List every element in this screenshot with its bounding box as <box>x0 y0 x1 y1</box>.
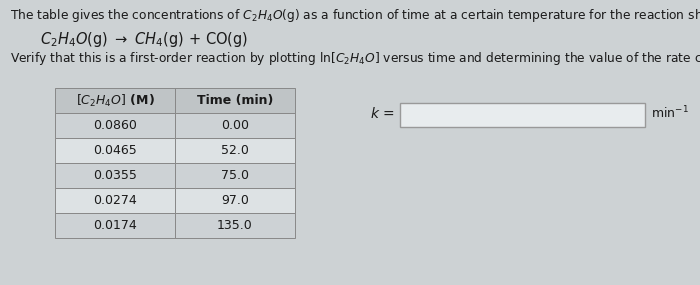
Text: 0.00: 0.00 <box>221 119 249 132</box>
Bar <box>175 213 295 238</box>
Text: 0.0860: 0.0860 <box>93 119 137 132</box>
Text: 97.0: 97.0 <box>221 194 249 207</box>
Text: The table gives the concentrations of $C_2H_4O$(g) as a function of time at a ce: The table gives the concentrations of $C… <box>10 7 700 24</box>
Text: Time (min): Time (min) <box>197 94 273 107</box>
Bar <box>175 138 295 163</box>
Bar <box>55 88 175 113</box>
Bar <box>55 113 175 138</box>
Text: 0.0355: 0.0355 <box>93 169 137 182</box>
Bar <box>175 163 295 188</box>
Text: 0.0174: 0.0174 <box>93 219 137 232</box>
Bar <box>55 138 175 163</box>
Text: 0.0465: 0.0465 <box>93 144 137 157</box>
Text: 135.0: 135.0 <box>217 219 253 232</box>
Text: $k$ =: $k$ = <box>370 105 395 121</box>
Text: Verify that this is a first-order reaction by plotting ln[$C_2H_4O$] versus time: Verify that this is a first-order reacti… <box>10 50 700 67</box>
Text: $[C_2H_4O]$ (M): $[C_2H_4O]$ (M) <box>76 92 155 109</box>
Bar <box>400 103 645 127</box>
Bar <box>175 88 295 113</box>
Bar <box>55 163 175 188</box>
Text: 52.0: 52.0 <box>221 144 249 157</box>
Text: min$^{-1}$: min$^{-1}$ <box>651 105 689 121</box>
Bar <box>175 188 295 213</box>
Text: 75.0: 75.0 <box>221 169 249 182</box>
Bar <box>55 213 175 238</box>
Text: 0.0274: 0.0274 <box>93 194 137 207</box>
Bar <box>55 188 175 213</box>
Bar <box>175 113 295 138</box>
Text: $C_2H_4O$(g) $\rightarrow$ $CH_4$(g) + CO(g): $C_2H_4O$(g) $\rightarrow$ $CH_4$(g) + C… <box>40 30 248 49</box>
